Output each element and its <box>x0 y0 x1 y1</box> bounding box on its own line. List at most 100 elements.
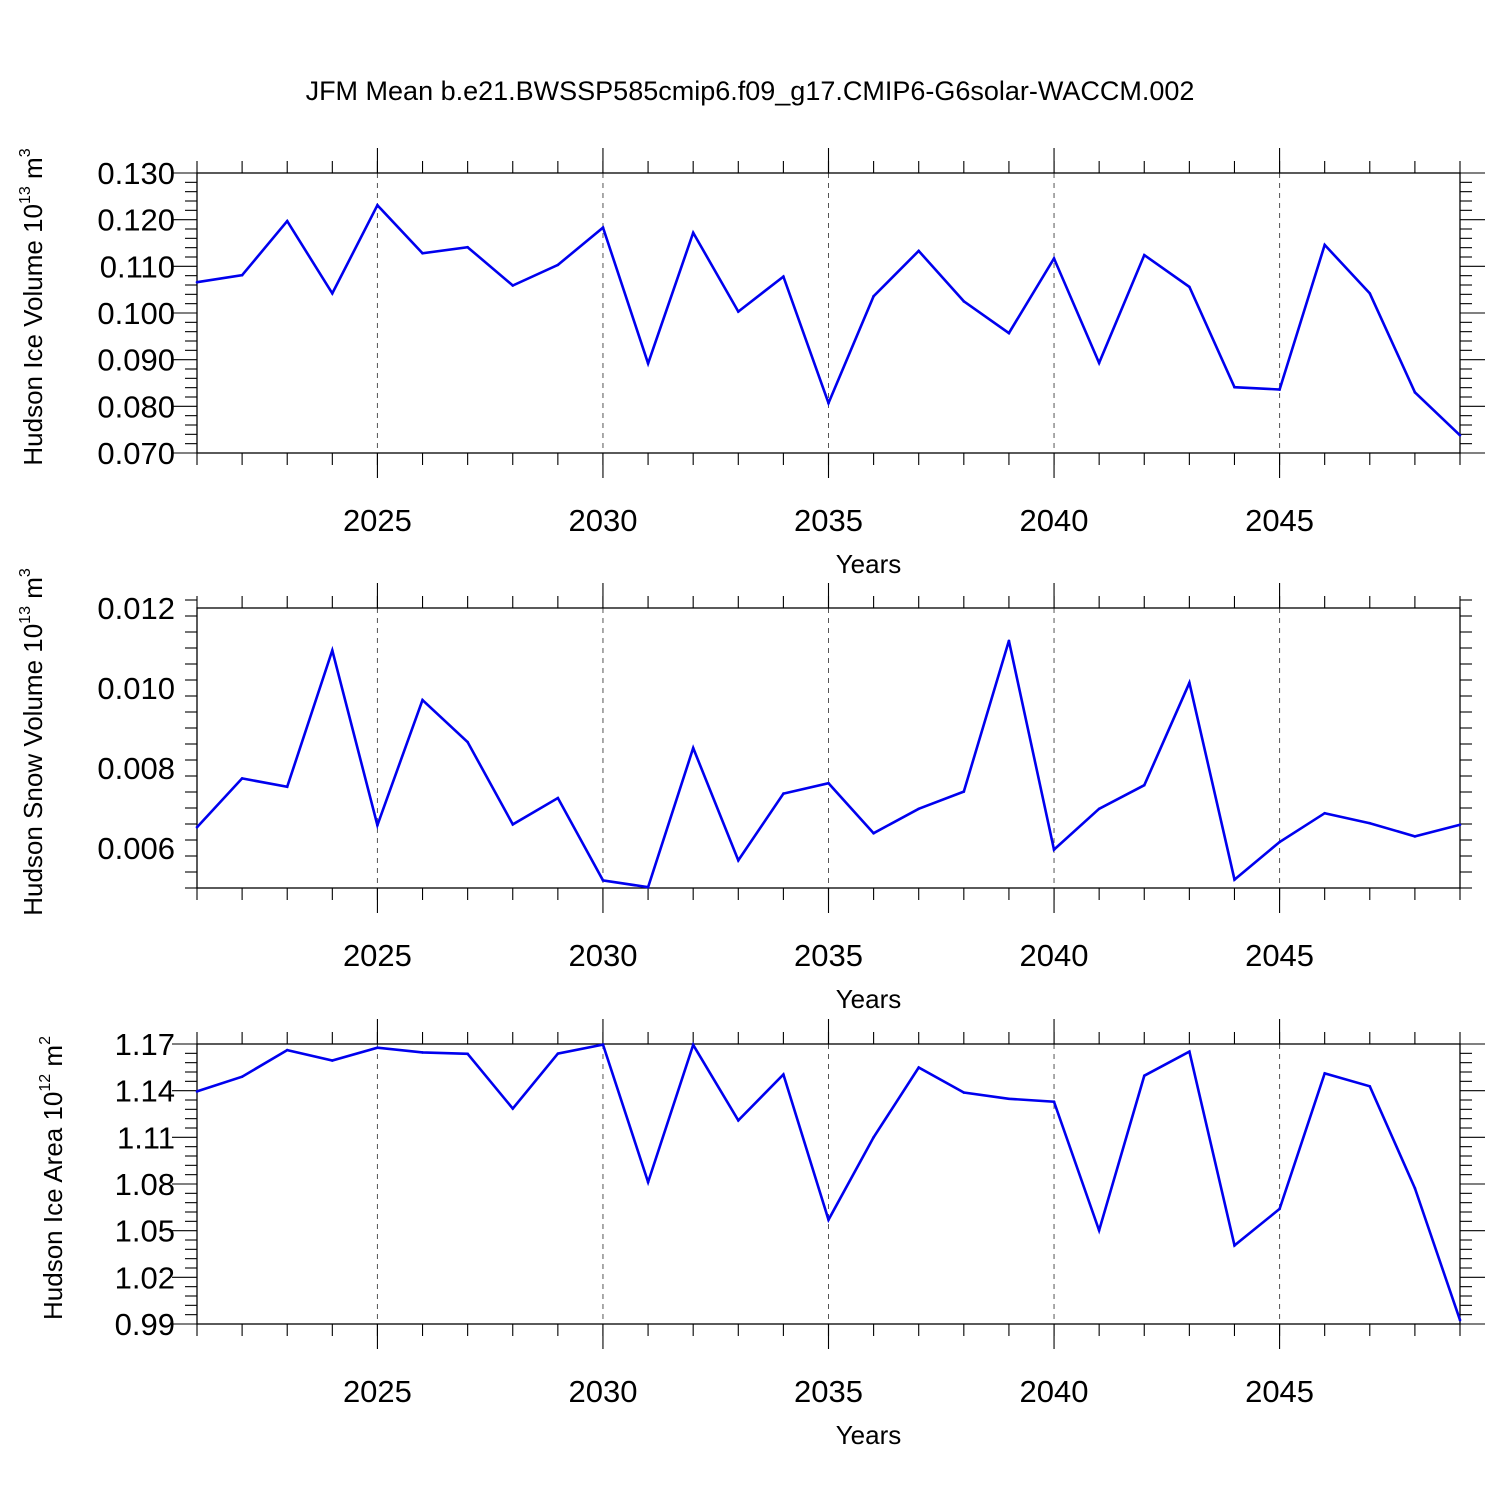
data-point <box>1007 1097 1011 1101</box>
data-point <box>1188 681 1191 685</box>
panel-3: 2025 2030 2035 2040 2045 Years 0.99 1.02 1.05 1.0… <box>37 1019 1485 1450</box>
data-point <box>1142 253 1146 257</box>
data-point <box>466 740 469 744</box>
data-point <box>285 219 289 223</box>
x-tick-label: 2040 <box>1020 1374 1089 1409</box>
data-point <box>646 1180 650 1184</box>
x-tick-label: 2030 <box>568 1374 637 1409</box>
y-axis-title-text: m <box>18 157 48 186</box>
y-axis-title: Hudson Snow Volume 1013 m3 <box>17 568 48 916</box>
x-tick-label: 2035 <box>794 503 863 538</box>
y-tick-label: 0.012 <box>97 591 175 626</box>
panel-1: 2025 2030 2035 2040 2045 Years 0.070 0.080 0.090… <box>17 148 1485 579</box>
y-tick-label: 1.02 <box>115 1260 175 1295</box>
y-tick-label: 0.006 <box>97 831 175 866</box>
data-point <box>736 310 740 313</box>
y-tick-label: 0.010 <box>97 671 175 706</box>
data-point <box>691 1043 695 1047</box>
y-tick-label: 0.090 <box>97 343 175 378</box>
data-point <box>376 203 379 207</box>
y-axis-title-text: Hudson Snow Volume 10 <box>18 624 48 916</box>
data-point <box>1458 823 1462 827</box>
data-point <box>1052 257 1056 260</box>
x-tick-label: 2040 <box>1020 938 1089 973</box>
x-axis-title: Years <box>836 984 902 1014</box>
x-tick-label: 2040 <box>1020 503 1089 538</box>
y-tick-label: 0.99 <box>115 1307 175 1342</box>
data-point <box>511 1107 515 1110</box>
y-tick-label: 0.008 <box>97 751 175 786</box>
data-point <box>556 263 560 267</box>
data-point <box>1323 243 1326 247</box>
y-tick-label: 0.120 <box>97 203 175 238</box>
y-axis-title-superscript: 13 <box>17 606 34 624</box>
data-point <box>1233 385 1236 389</box>
data-point <box>782 1073 785 1076</box>
data-point <box>601 226 605 229</box>
y-axis-title-text: m <box>18 577 48 606</box>
data-point <box>827 1218 830 1222</box>
data-point <box>240 777 244 780</box>
data-point <box>1188 1050 1191 1053</box>
data-point <box>1323 811 1326 815</box>
y-tick-label: 1.14 <box>115 1074 175 1109</box>
data-point <box>556 1052 560 1055</box>
data-point <box>962 1091 966 1094</box>
data-point <box>195 1090 199 1093</box>
data-point <box>691 231 695 235</box>
data-point <box>917 249 921 253</box>
y-axis-title: Hudson Ice Volume 1013 m3 <box>17 148 48 465</box>
y-tick-label: 1.17 <box>115 1027 175 1062</box>
data-point <box>331 1059 334 1062</box>
data-point <box>1007 639 1011 643</box>
panels: 2025 2030 2035 2040 2045 Years 0.070 0.080 0.090… <box>17 148 1485 1450</box>
data-point <box>1278 840 1281 844</box>
x-tick-label: 2025 <box>343 503 412 538</box>
data-point <box>1052 1100 1056 1104</box>
data-point <box>601 879 605 882</box>
data-point <box>1368 1085 1372 1088</box>
y-tick-label: 0.080 <box>97 389 175 424</box>
data-point <box>466 1052 469 1056</box>
data-point <box>827 781 830 785</box>
y-axis-title-superscript: 2 <box>37 1036 54 1045</box>
y-axis-title-superscript: 3 <box>17 568 34 577</box>
data-point <box>195 280 199 284</box>
data-point <box>331 649 334 652</box>
data-point <box>736 1119 740 1122</box>
data-point <box>917 1066 921 1069</box>
data-point <box>1323 1072 1326 1075</box>
data-point <box>1142 783 1146 787</box>
data-point <box>421 251 424 255</box>
data-point <box>872 294 875 298</box>
data-point <box>285 1048 289 1052</box>
data-point <box>646 885 650 889</box>
x-tick-label: 2025 <box>343 938 412 973</box>
y-axis-title-superscript: 12 <box>37 1074 54 1092</box>
x-tick-label: 2045 <box>1245 1374 1314 1409</box>
data-point <box>1278 388 1281 391</box>
data-point <box>240 273 244 277</box>
data-point <box>1097 1229 1101 1232</box>
data-point <box>1188 285 1191 289</box>
data-point <box>1413 1186 1417 1190</box>
data-point <box>1007 331 1011 335</box>
data-point <box>917 807 921 811</box>
x-tick-label: 2030 <box>568 503 637 538</box>
x-tick-label: 2025 <box>343 1374 412 1409</box>
data-point <box>1278 1207 1281 1211</box>
data-point <box>1052 848 1056 851</box>
chart-title: JFM Mean b.e21.BWSSP585cmip6.f09_g17.CMI… <box>306 76 1195 106</box>
data-point <box>601 1043 605 1046</box>
data-point <box>872 1136 875 1139</box>
data-point <box>827 401 830 405</box>
data-point <box>1233 878 1236 881</box>
data-point <box>1458 1318 1462 1322</box>
data-point <box>376 823 379 827</box>
data-point <box>872 831 875 835</box>
y-axis-title-text: m <box>38 1045 68 1074</box>
data-point <box>1233 1244 1236 1247</box>
x-tick-label: 2030 <box>568 938 637 973</box>
x-axis-title: Years <box>836 549 902 579</box>
data-point <box>782 792 785 795</box>
